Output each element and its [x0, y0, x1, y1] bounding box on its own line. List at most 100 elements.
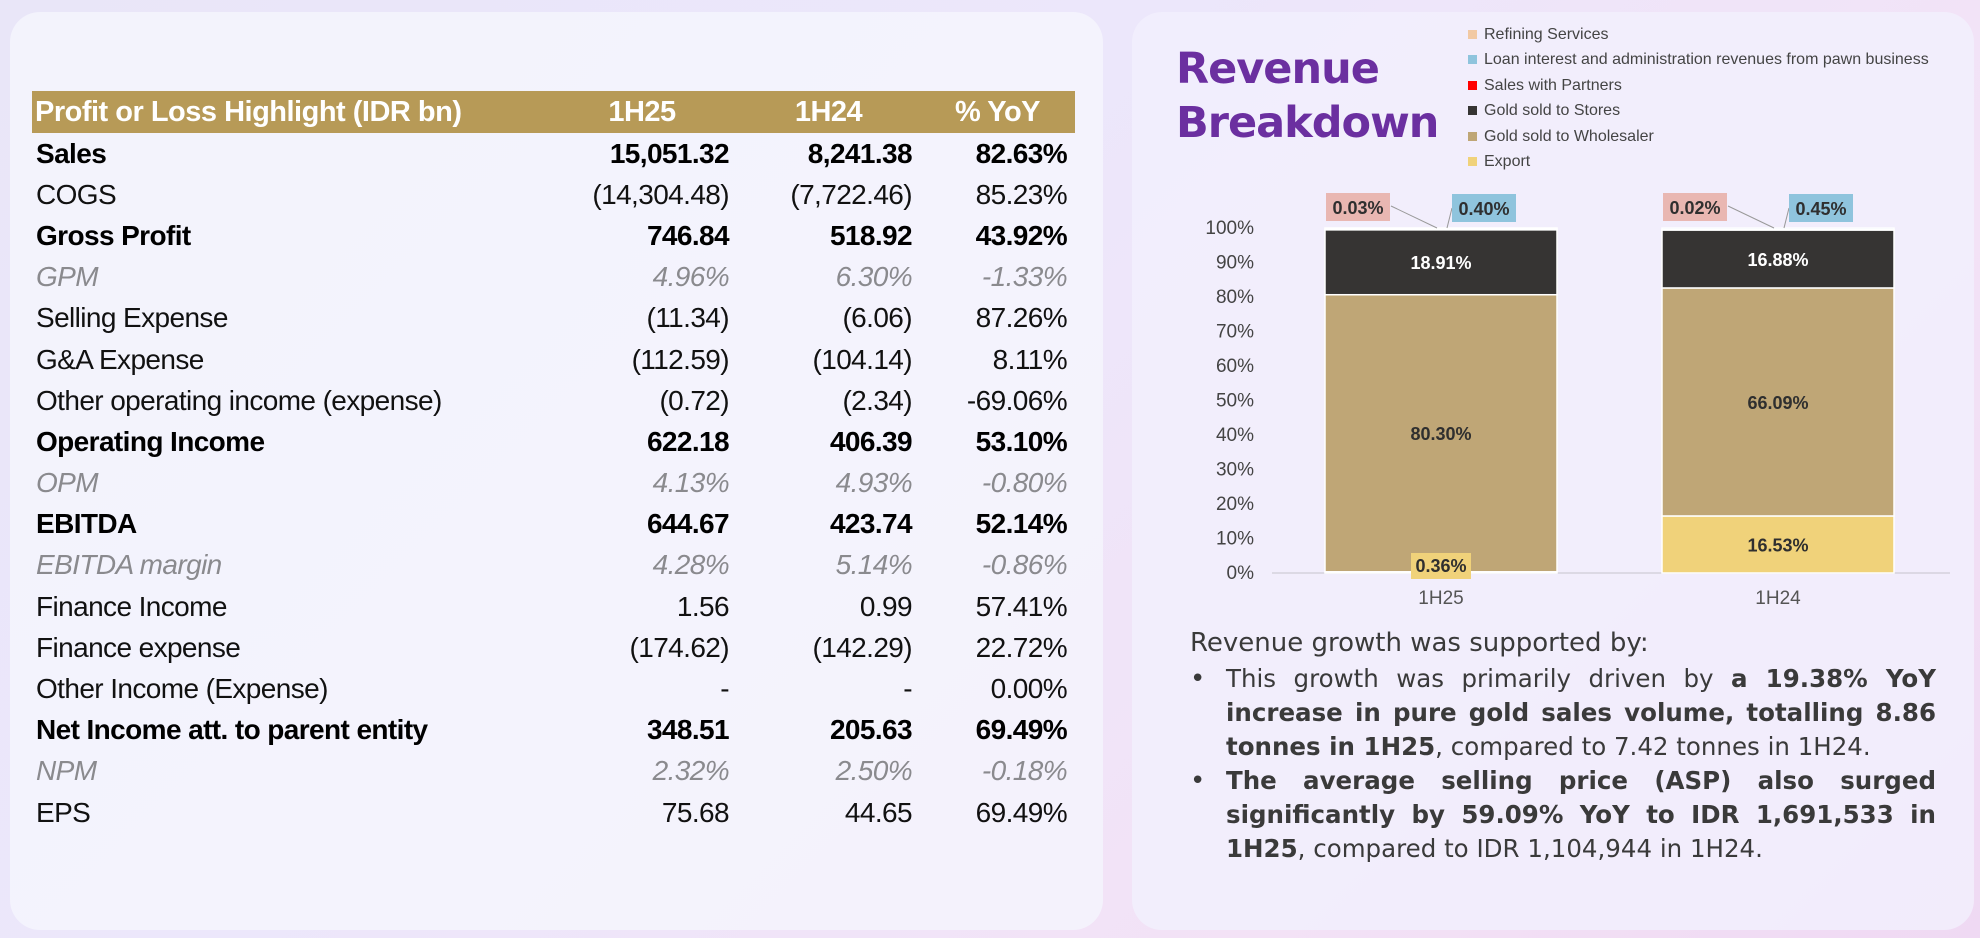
y-tick-label: 20% [1216, 494, 1254, 515]
y-tick-label: 50% [1216, 391, 1254, 412]
profit-loss-table: Profit or Loss Highlight (IDR bn) 1H25 1… [32, 91, 1075, 833]
data-label: 66.09% [1747, 393, 1808, 413]
value-1h24: 423.74 [829, 508, 913, 540]
legend-swatch [1468, 30, 1477, 39]
value-yoy: -69.06% [966, 384, 1068, 416]
value-yoy: 8.11% [992, 343, 1068, 375]
value-yoy: 22.72% [975, 631, 1068, 663]
value-1h24: 5.14% [835, 549, 913, 581]
x-tick-label: 1H24 [1755, 588, 1801, 609]
value-1h24: (7,722.46) [790, 178, 912, 210]
legend-label: Refining Services [1484, 26, 1609, 43]
value-yoy: 87.26% [975, 302, 1068, 334]
value-yoy: 69.49% [975, 796, 1068, 828]
value-1h24: - [903, 673, 912, 705]
value-yoy: -0.80% [981, 467, 1068, 499]
table-row: GPM 4.96% 6.30% -1.33% [32, 257, 1075, 298]
callout-line [1390, 205, 1438, 229]
value-1h25: 644.67 [646, 508, 730, 540]
value-yoy: -1.33% [981, 261, 1068, 293]
value-1h25: 15,051.32 [609, 137, 730, 169]
value-yoy: -0.18% [981, 755, 1068, 787]
title-line-2: Breakdown [1176, 98, 1439, 148]
data-label: 16.53% [1747, 535, 1808, 555]
table-row: OPM 4.13% 4.93% -0.80% [32, 463, 1075, 504]
row-label: GPM [36, 261, 99, 293]
bullet-dot-icon: • [1190, 766, 1206, 796]
data-label: 16.88% [1747, 250, 1808, 270]
summary-bullet-asp: • The average selling price (ASP) also su… [1190, 764, 1936, 866]
data-label: 0.02% [1669, 198, 1720, 218]
bar-segment [1661, 287, 1895, 517]
row-label: COGS [36, 178, 117, 210]
row-label: Selling Expense [36, 302, 228, 334]
value-1h24: 518.92 [829, 219, 913, 251]
value-yoy: 0.00% [990, 673, 1068, 705]
row-label: Gross Profit [36, 219, 191, 251]
header-1h24: 1H24 [737, 91, 920, 133]
legend-label: Gold sold to Stores [1484, 102, 1621, 120]
revenue-summary: Revenue growth was supported by: • This g… [1190, 626, 1936, 866]
y-tick-label: 80% [1216, 287, 1254, 308]
summary-intro: Revenue growth was supported by: [1190, 628, 1649, 658]
y-tick-label: 60% [1216, 356, 1254, 377]
value-1h24: 8,241.38 [807, 137, 913, 169]
data-label-box [1326, 193, 1390, 221]
value-yoy: 82.63% [975, 137, 1068, 169]
revenue-breakdown-title: Revenue Breakdown [1176, 42, 1456, 150]
value-1h25: 4.96% [652, 261, 730, 293]
header-yoy: % YoY [920, 91, 1075, 133]
value-1h24: 0.99 [859, 590, 913, 622]
table-row: Net Income att. to parent entity 348.51 20… [32, 710, 1075, 751]
legend-label: Sales with Partners [1484, 76, 1622, 94]
y-tick-label: 0% [1227, 563, 1255, 584]
legend-swatch [1468, 80, 1477, 90]
legend-swatch [1468, 131, 1477, 141]
value-1h25: 2.32% [652, 755, 730, 787]
value-1h24: 406.39 [829, 425, 913, 457]
table-row: Sales 15,051.32 8,241.38 82.63% [32, 133, 1075, 174]
legend-swatch [1468, 106, 1477, 116]
legend-item: Gold sold to Wholesaler [1468, 124, 1929, 149]
data-label: 0.36% [1415, 556, 1466, 576]
y-tick-label: 100% [1205, 218, 1254, 239]
data-label-box [1452, 194, 1516, 222]
bar-segment [1661, 228, 1895, 289]
chart-legend: Refining Services Loan interest and admin… [1468, 22, 1929, 174]
row-label: OPM [36, 467, 99, 499]
x-tick-label: 1H25 [1418, 588, 1463, 609]
bar-segment [1324, 228, 1558, 296]
value-1h24: 6.30% [835, 261, 913, 293]
y-tick-label: 10% [1216, 529, 1254, 550]
value-1h25: (0.72) [659, 384, 729, 416]
table-row: EBITDA margin 4.28% 5.14% -0.86% [32, 545, 1075, 586]
row-label: Finance expense [36, 631, 241, 663]
table-row: COGS (14,304.48) (7,722.46) 85.23% [32, 174, 1075, 215]
value-1h25: - [720, 673, 729, 705]
value-1h24: (142.29) [812, 631, 913, 663]
legend-swatch [1468, 55, 1477, 65]
row-label: Finance Income [36, 590, 227, 622]
value-1h25: (11.34) [646, 302, 730, 334]
value-1h24: 44.65 [844, 796, 913, 828]
data-label-box [1789, 194, 1853, 222]
data-label-box [1411, 553, 1471, 579]
y-tick-label: 30% [1216, 460, 1254, 481]
table-row: NPM 2.32% 2.50% -0.18% [32, 751, 1075, 792]
table-row: Other operating income (expense) (0.72) (2… [32, 380, 1075, 421]
row-label: NPM [36, 755, 97, 787]
row-label: EBITDA margin [36, 549, 222, 581]
data-label: 80.30% [1410, 424, 1471, 444]
callout-line [1446, 207, 1453, 229]
row-label: Net Income att. to parent entity [36, 714, 428, 746]
value-yoy: 57.41% [975, 590, 1068, 622]
value-1h24: (2.34) [842, 384, 912, 416]
legend-label: Loan interest and administration revenue… [1484, 51, 1929, 69]
data-label-box [1663, 193, 1727, 221]
data-label: 0.45% [1795, 199, 1846, 219]
header-1h25: 1H25 [547, 91, 737, 133]
row-label: Other Income (Expense) [36, 673, 328, 705]
table-row: Finance Income 1.56 0.99 57.41% [32, 586, 1075, 627]
callout-line [1783, 207, 1790, 229]
value-1h25: (14,304.48) [592, 178, 729, 210]
